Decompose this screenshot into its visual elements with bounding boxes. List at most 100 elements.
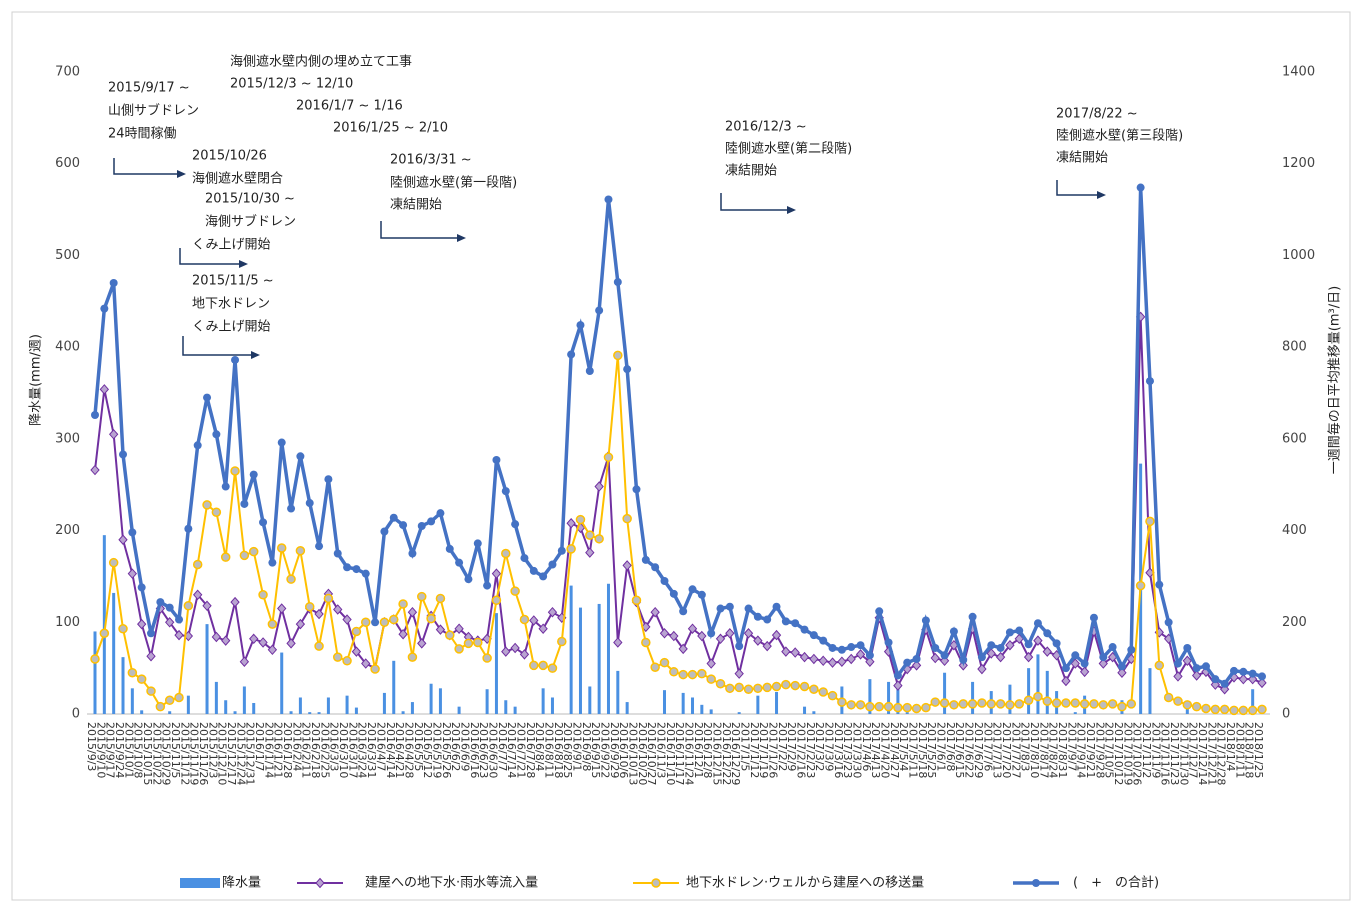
marker — [1173, 696, 1183, 706]
marker — [632, 485, 641, 494]
x-tick-label: 2017/12/28 — [1215, 722, 1228, 785]
marker — [734, 668, 744, 679]
marker — [846, 653, 856, 665]
x-tick-label: 2017/8/17 — [1037, 722, 1050, 778]
marker — [1135, 580, 1146, 591]
marker — [286, 574, 296, 584]
marker — [464, 575, 473, 584]
x-tick-label: 2017/9/21 — [1084, 722, 1097, 778]
y-tick-label: 0 — [72, 707, 80, 722]
marker — [455, 558, 464, 567]
marker — [435, 593, 446, 604]
marker — [603, 452, 614, 462]
bar — [625, 702, 629, 714]
annotation: 凍結開始 — [390, 197, 442, 213]
marker — [1182, 655, 1192, 667]
x-tick-label: 2017/2/23 — [804, 722, 817, 778]
marker — [146, 650, 156, 662]
x-tick-label: 2015/12/24 — [234, 722, 247, 785]
bar — [438, 688, 442, 714]
marker — [304, 601, 315, 612]
marker — [818, 687, 828, 697]
marker — [175, 615, 184, 624]
marker — [828, 643, 837, 652]
marker — [258, 590, 268, 600]
marker — [995, 699, 1006, 709]
marker — [1127, 645, 1136, 654]
marker — [1070, 698, 1081, 708]
marker — [492, 455, 501, 464]
marker — [370, 664, 380, 674]
marker — [1155, 580, 1164, 589]
marker — [687, 669, 698, 680]
x-tick-label: 2017/10/5 — [1103, 722, 1116, 778]
x-tick-label: 2015/12/17 — [225, 722, 238, 785]
bar — [401, 711, 405, 714]
x-tick-label: 2015/9/3 — [85, 722, 98, 771]
marker — [557, 636, 567, 647]
marker — [837, 645, 846, 654]
x-tick-label: 2015/10/15 — [141, 722, 154, 785]
bar — [102, 535, 106, 714]
x-tick-label: 2017/11/2 — [1140, 722, 1153, 778]
bar — [130, 688, 134, 714]
marker — [1042, 646, 1052, 657]
marker — [399, 521, 408, 530]
marker — [520, 554, 529, 563]
x-tick-label: 2016/6/2 — [449, 722, 462, 771]
marker — [1117, 701, 1127, 712]
x-tick-label: 2016/6/9 — [458, 722, 471, 771]
marker — [519, 649, 530, 660]
marker — [1163, 692, 1174, 703]
marker — [697, 590, 706, 599]
marker — [1079, 666, 1090, 678]
marker — [921, 616, 930, 625]
marker — [277, 603, 287, 614]
marker — [865, 651, 874, 660]
marker — [931, 643, 940, 652]
marker — [1238, 673, 1248, 685]
marker — [193, 441, 202, 450]
x-tick-label: 2016/3/10 — [337, 722, 350, 778]
marker — [893, 702, 903, 713]
marker — [911, 703, 922, 714]
x-tick-label: 2017/10/12 — [1112, 722, 1125, 785]
x-tick-label: 2017/3/30 — [851, 722, 864, 778]
marker — [1005, 628, 1014, 637]
marker — [1014, 699, 1025, 709]
marker — [398, 599, 408, 609]
x-tick-label: 2017/8/3 — [1019, 722, 1032, 771]
marker — [575, 514, 586, 525]
x-tick-label: 2017/6/15 — [953, 722, 966, 778]
x-tick-label: 2017/11/16 — [1159, 722, 1172, 785]
bar — [233, 711, 237, 714]
bar — [1073, 712, 1077, 714]
marker — [417, 591, 427, 602]
arrow-head — [239, 260, 248, 268]
x-tick-label: 2016/2/25 — [318, 722, 331, 778]
marker — [408, 549, 417, 558]
marker — [893, 671, 902, 680]
legend-label: ( + の合計) — [1073, 875, 1159, 891]
arrow — [380, 221, 458, 239]
marker — [221, 635, 231, 646]
marker — [566, 544, 576, 554]
marker — [407, 606, 418, 618]
marker — [211, 631, 222, 643]
marker — [1023, 651, 1034, 663]
marker — [604, 195, 613, 204]
annotation: 2016/1/7 ~ 1/16 — [296, 99, 403, 114]
x-tick-label: 2016/10/20 — [636, 722, 649, 785]
marker — [473, 539, 482, 548]
marker — [939, 698, 950, 708]
marker — [977, 698, 987, 708]
bar — [252, 702, 256, 714]
arrow — [720, 193, 788, 211]
legend-marker — [315, 877, 325, 889]
x-tick-label: 2016/11/10 — [664, 722, 677, 785]
marker — [1247, 705, 1258, 716]
x-tick-label: 2017/1/5 — [739, 722, 752, 771]
marker — [781, 617, 790, 626]
marker — [454, 644, 464, 654]
marker — [548, 560, 557, 569]
